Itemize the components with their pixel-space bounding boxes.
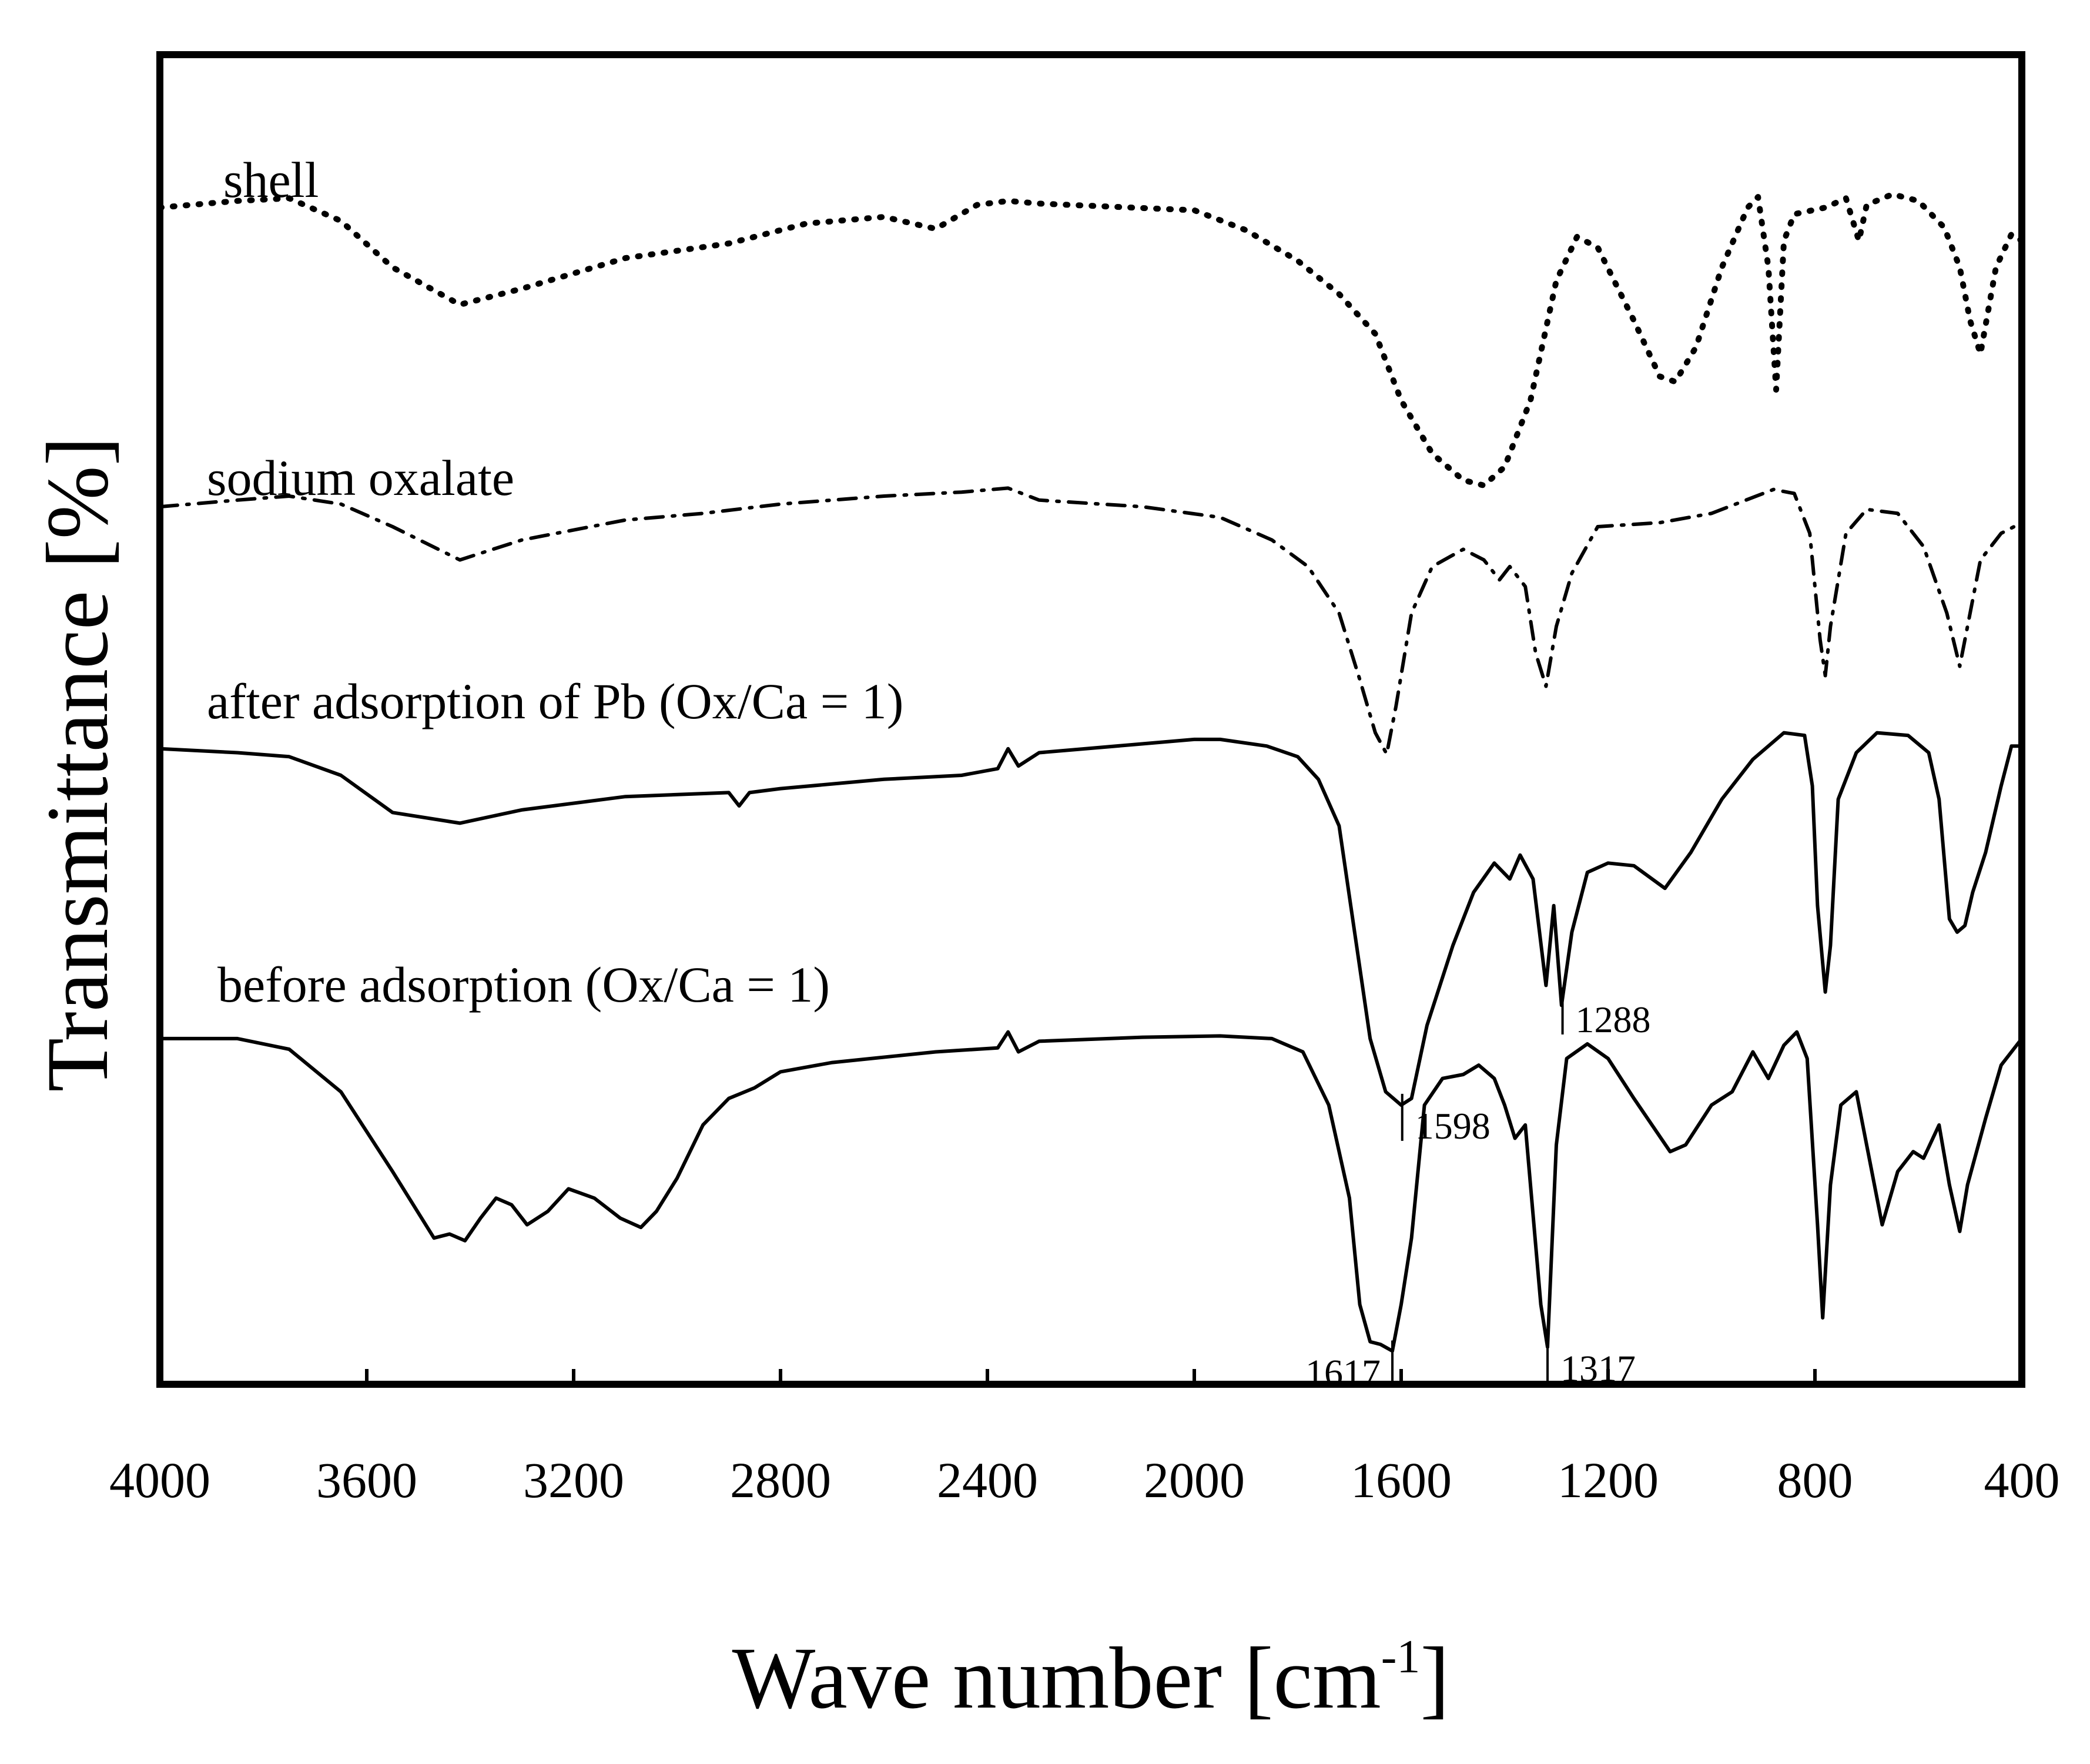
series-label-shell: shell xyxy=(223,152,319,208)
x-axis-title-superscript: -1 xyxy=(1381,1631,1421,1683)
x-axis-title-main: Wave number [cm xyxy=(732,1629,1381,1727)
x-tick-label-2800: 2800 xyxy=(730,1452,831,1508)
series-line-sodium-oxalate xyxy=(158,486,2024,756)
x-tick-label-4000: 4000 xyxy=(109,1452,210,1508)
series-label-layer: shell sodium oxalate after adsorption of P… xyxy=(207,152,903,1013)
series-layer xyxy=(157,191,2025,1353)
x-axis-title: Wave number [cm-1] xyxy=(732,1629,1450,1727)
x-tick-label-1600: 1600 xyxy=(1351,1452,1452,1508)
x-tick-label-2000: 2000 xyxy=(1144,1452,1245,1508)
series-label-sodium-oxalate: sodium oxalate xyxy=(207,450,514,506)
x-tick-label-400: 400 xyxy=(1984,1452,2060,1508)
series-line-shell xyxy=(157,191,2025,488)
x-tick-label-800: 800 xyxy=(1777,1452,1853,1508)
annotation-label-1288: 1288 xyxy=(1576,999,1651,1040)
x-tick-label-3200: 3200 xyxy=(523,1452,624,1508)
x-tick-label-2400: 2400 xyxy=(937,1452,1038,1508)
y-axis-title: Transmittance [%] xyxy=(29,436,126,1092)
x-tick-label-3600: 3600 xyxy=(316,1452,417,1508)
annotation-label-1598: 1598 xyxy=(1415,1105,1491,1147)
x-axis-title-end: ] xyxy=(1420,1629,1449,1727)
series-label-after-adsorption-of-pb-ox-ca-1: after adsorption of Pb (Ox/Ca = 1) xyxy=(207,673,903,729)
x-axis-ticks: 4000 3600 3200 2800 2400 2000 1600 1200 800 400 xyxy=(109,1369,2060,1508)
series-line-before-adsorption-ox-ca-1 xyxy=(158,1030,2024,1353)
series-line-after-adsorption-of-pb-ox-ca-1 xyxy=(158,731,2024,1107)
series-label-before-adsorption-ox-ca-1: before adsorption (Ox/Ca = 1) xyxy=(217,956,830,1013)
x-tick-label-1200: 1200 xyxy=(1558,1452,1659,1508)
plot-frame xyxy=(156,51,2025,1388)
